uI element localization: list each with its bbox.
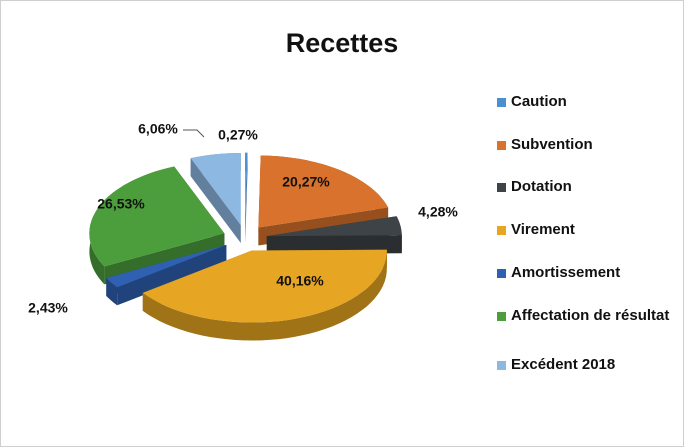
slice bbox=[245, 152, 248, 225]
legend-item: Virement bbox=[497, 220, 672, 240]
slice-wall bbox=[190, 158, 241, 243]
legend-swatch bbox=[497, 226, 506, 235]
leader-line bbox=[183, 129, 205, 138]
legend-swatch bbox=[497, 98, 506, 107]
slice bbox=[89, 166, 225, 267]
slice-wall bbox=[245, 152, 248, 243]
slice-side bbox=[106, 278, 118, 306]
data-label: 4,28% bbox=[418, 204, 458, 220]
legend-label: Affectation de résultat bbox=[511, 307, 670, 324]
legend-label: Excédent 2018 bbox=[511, 356, 616, 373]
slice bbox=[106, 244, 227, 288]
legend-swatch bbox=[497, 312, 506, 321]
legend-swatch bbox=[497, 141, 506, 150]
slice-wall bbox=[266, 235, 402, 255]
slice bbox=[142, 249, 387, 323]
legend-label: Caution bbox=[511, 93, 567, 110]
legend-label: Subvention bbox=[511, 136, 593, 153]
legend-item: Caution bbox=[497, 92, 672, 112]
legend-swatch bbox=[497, 269, 506, 278]
data-label: 20,27% bbox=[282, 174, 330, 190]
data-label: 40,16% bbox=[276, 273, 324, 289]
slice bbox=[266, 216, 402, 237]
data-label: 0,27% bbox=[218, 127, 258, 143]
legend-item: Excédent 2018 bbox=[497, 355, 672, 375]
legend-label: Dotation bbox=[511, 178, 572, 195]
slice bbox=[190, 153, 241, 225]
data-label: 6,06% bbox=[138, 121, 178, 137]
chart-title: Recettes bbox=[286, 28, 399, 58]
slice bbox=[258, 155, 389, 228]
legend-label: Virement bbox=[511, 221, 575, 238]
legend-swatch bbox=[497, 361, 506, 370]
legend-label: Amortissement bbox=[511, 264, 621, 281]
legend-swatch bbox=[497, 183, 506, 192]
legend-item: Amortissement bbox=[497, 263, 672, 283]
legend-item: Subvention bbox=[497, 135, 672, 155]
data-label: 26,53% bbox=[97, 196, 145, 212]
data-label: 2,43% bbox=[28, 300, 68, 316]
slice-wall bbox=[106, 244, 227, 296]
legend-item: Affectation de résultat bbox=[497, 306, 672, 326]
slice-side bbox=[142, 249, 387, 341]
legend-item: Dotation bbox=[497, 177, 672, 197]
